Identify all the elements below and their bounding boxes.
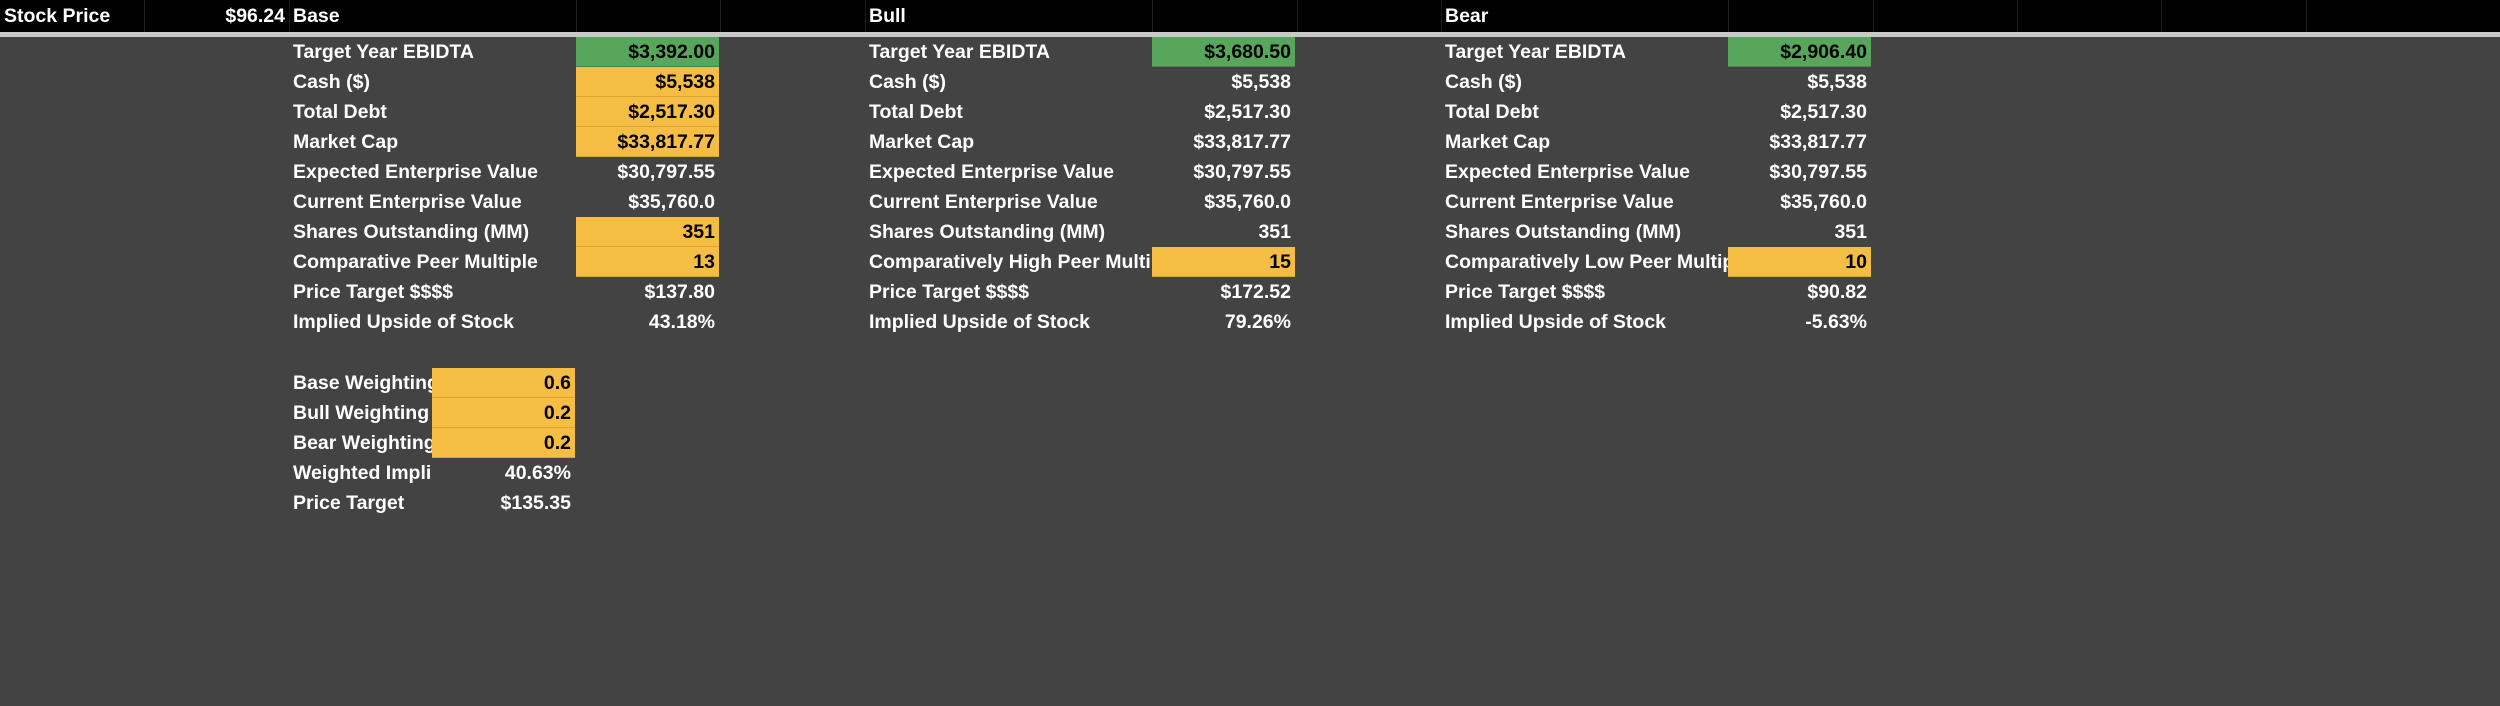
weighting-label[interactable]: Weighted Implied Upside xyxy=(293,462,432,484)
scenario-title-bear[interactable]: Bear xyxy=(1445,5,1489,27)
row-label[interactable]: Shares Outstanding (MM) xyxy=(869,221,1106,243)
row-label[interactable]: Price Target $$$$ xyxy=(869,281,1030,303)
header-gridline xyxy=(2306,0,2307,32)
row-value[interactable]: $5,538 xyxy=(1807,71,1867,93)
header-gridline xyxy=(1728,0,1729,32)
weighting-label[interactable]: Price Target xyxy=(293,492,405,514)
row-label[interactable]: Expected Enterprise Value xyxy=(869,161,1114,183)
row-label[interactable]: Cash ($) xyxy=(1445,71,1522,93)
header-gridline xyxy=(865,0,866,32)
header-gridline xyxy=(289,0,290,32)
row-value[interactable]: $30,797.55 xyxy=(617,161,715,183)
row-label[interactable]: Comparative Peer Multiple xyxy=(293,251,538,273)
row-value[interactable]: 351 xyxy=(1258,221,1291,243)
row-value[interactable]: $33,817.77 xyxy=(1193,131,1291,153)
header-gridline xyxy=(576,0,577,32)
weighting-value[interactable]: 0.6 xyxy=(432,368,575,398)
row-label[interactable]: Total Debt xyxy=(293,101,387,123)
stock-price-label[interactable]: Stock Price xyxy=(4,5,111,27)
row-value[interactable]: 13 xyxy=(576,247,719,277)
row-label[interactable]: Price Target $$$$ xyxy=(293,281,454,303)
row-value[interactable]: $33,817.77 xyxy=(1769,131,1867,153)
row-value[interactable]: $2,517.30 xyxy=(1780,101,1867,123)
row-value[interactable]: $30,797.55 xyxy=(1769,161,1867,183)
header-gridline xyxy=(720,0,721,32)
weighting-value[interactable]: 0.2 xyxy=(432,398,575,428)
row-label[interactable]: Shares Outstanding (MM) xyxy=(293,221,530,243)
row-label[interactable]: Expected Enterprise Value xyxy=(293,161,538,183)
row-value[interactable]: $35,760.0 xyxy=(628,191,715,213)
weighting-label[interactable]: Base Weighting xyxy=(293,372,432,394)
header-gridline xyxy=(1152,0,1153,32)
header-gridline xyxy=(1297,0,1298,32)
row-label[interactable]: Implied Upside of Stock xyxy=(1445,311,1667,333)
stock-price-value[interactable]: $96.24 xyxy=(225,5,285,27)
row-value[interactable]: 351 xyxy=(1834,221,1867,243)
row-label[interactable]: Shares Outstanding (MM) xyxy=(1445,221,1682,243)
row-label[interactable]: Current Enterprise Value xyxy=(293,191,522,213)
row-value[interactable]: 15 xyxy=(1152,247,1295,277)
scenario-title-bull[interactable]: Bull xyxy=(869,5,906,27)
row-label[interactable]: Total Debt xyxy=(1445,101,1539,123)
row-label[interactable]: Comparatively High Peer Multiple xyxy=(869,251,1152,273)
row-label[interactable]: Comparatively Low Peer Multiple xyxy=(1445,251,1728,273)
weighting-value[interactable]: 0.2 xyxy=(432,428,575,458)
row-value[interactable]: 79.26% xyxy=(1224,311,1291,333)
header-gridline xyxy=(2017,0,2018,32)
scenario-title-base[interactable]: Base xyxy=(293,5,340,27)
row-value[interactable]: $2,517.30 xyxy=(1204,101,1291,123)
row-value[interactable]: -5.63% xyxy=(1805,311,1867,333)
row-value[interactable]: $5,538 xyxy=(1231,71,1291,93)
row-value[interactable]: 43.18% xyxy=(648,311,715,333)
row-label[interactable]: Current Enterprise Value xyxy=(869,191,1098,213)
weighting-value[interactable]: 40.63% xyxy=(504,462,571,484)
row-value[interactable]: 351 xyxy=(576,217,719,247)
row-label[interactable]: Target Year EBIDTA xyxy=(869,41,1050,63)
row-value[interactable]: 10 xyxy=(1728,247,1871,277)
row-value[interactable]: $33,817.77 xyxy=(576,127,719,157)
row-value[interactable]: $172.52 xyxy=(1220,281,1292,303)
row-label[interactable]: Target Year EBIDTA xyxy=(293,41,474,63)
row-label[interactable]: Market Cap xyxy=(293,131,399,153)
row-label[interactable]: Cash ($) xyxy=(293,71,370,93)
row-value[interactable]: $30,797.55 xyxy=(1193,161,1291,183)
header-gridline xyxy=(2161,0,2162,32)
frozen-row-border xyxy=(0,32,2500,37)
row-value[interactable]: $2,517.30 xyxy=(576,97,719,127)
row-label[interactable]: Implied Upside of Stock xyxy=(293,311,515,333)
row-value[interactable]: $35,760.0 xyxy=(1204,191,1291,213)
row-label[interactable]: Target Year EBIDTA xyxy=(1445,41,1626,63)
row-label[interactable]: Total Debt xyxy=(869,101,963,123)
row-label[interactable]: Market Cap xyxy=(1445,131,1551,153)
header-gridline xyxy=(144,0,145,32)
weighting-label[interactable]: Bear Weighting xyxy=(293,432,432,454)
row-label[interactable]: Current Enterprise Value xyxy=(1445,191,1674,213)
row-value[interactable]: $5,538 xyxy=(576,67,719,97)
row-label[interactable]: Cash ($) xyxy=(869,71,946,93)
row-value[interactable]: $35,760.0 xyxy=(1780,191,1867,213)
row-value[interactable]: $3,680.50 xyxy=(1152,37,1295,67)
weighting-value[interactable]: $135.35 xyxy=(500,492,572,514)
row-label[interactable]: Price Target $$$$ xyxy=(1445,281,1606,303)
weighting-label[interactable]: Bull Weighting xyxy=(293,402,430,424)
header-bar xyxy=(0,0,2500,32)
header-gridline xyxy=(1873,0,1874,32)
row-value[interactable]: $90.82 xyxy=(1807,281,1867,303)
row-label[interactable]: Market Cap xyxy=(869,131,975,153)
header-gridline xyxy=(1441,0,1442,32)
row-value[interactable]: $137.80 xyxy=(644,281,716,303)
row-value[interactable]: $3,392.00 xyxy=(576,37,719,67)
row-value[interactable]: $2,906.40 xyxy=(1728,37,1871,67)
row-label[interactable]: Expected Enterprise Value xyxy=(1445,161,1690,183)
row-label[interactable]: Implied Upside of Stock xyxy=(869,311,1091,333)
